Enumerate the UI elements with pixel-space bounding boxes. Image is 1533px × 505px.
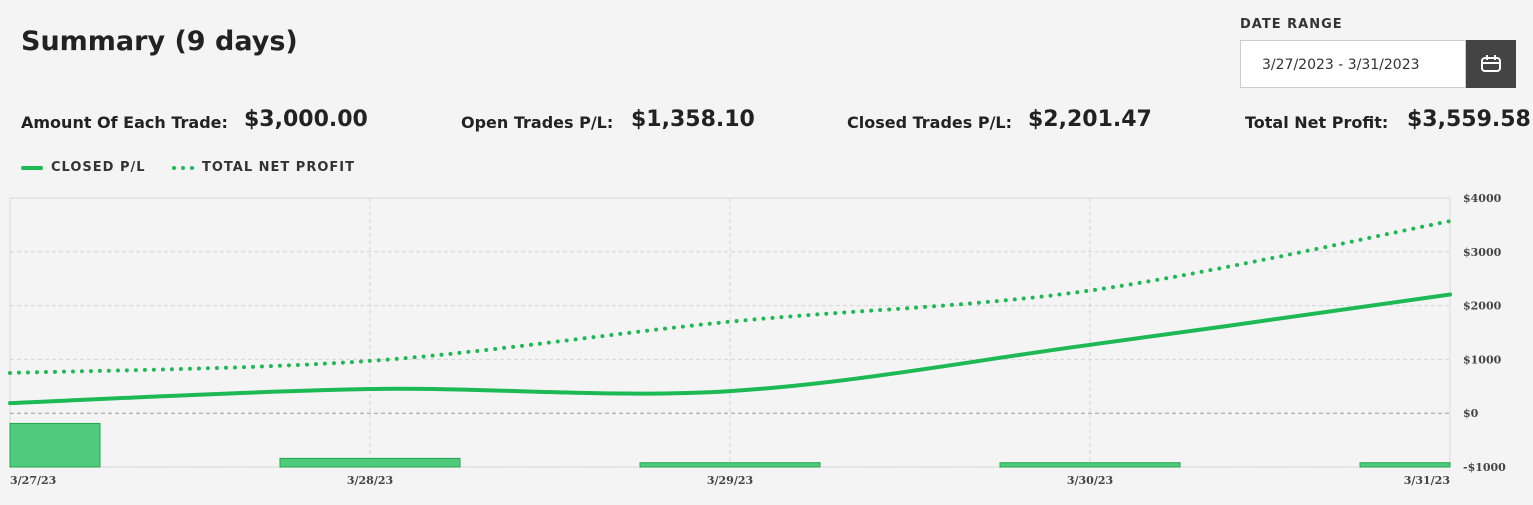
stat-value: $1,358.10 [631,107,755,132]
x-tick-label: 3/28/23 [347,474,393,487]
y-tick-label: $3000 [1463,246,1502,259]
stat-label: Total Net Profit: [1245,113,1389,132]
legend-item: TOTAL NET PROFIT [172,160,355,175]
x-tick-label: 3/31/23 [1404,474,1450,487]
stat-label: Open Trades P/L: [461,113,614,132]
stat-value: $2,201.47 [1028,107,1152,132]
y-tick-label: $4000 [1463,192,1502,205]
y-tick-label: $2000 [1463,300,1502,313]
y-tick-label: $0 [1463,407,1479,420]
stat-value: $3,000.00 [244,107,368,132]
bar [9,422,101,468]
calendar-button[interactable] [1466,40,1516,88]
date-range-value: 3/27/2023 - 3/31/2023 [1262,57,1420,73]
x-tick-label: 3/27/23 [10,474,56,487]
stat-label: Amount Of Each Trade: [21,113,228,132]
line [8,292,1452,406]
y-tick-label: $1000 [1463,353,1502,366]
x-tick-label: 3/29/23 [707,474,753,487]
y-tick-label: -$1000 [1463,461,1506,474]
stat-label: Closed Trades P/L: [847,113,1013,132]
date-range-input[interactable] [1240,40,1466,88]
legend-label: TOTAL NET PROFIT [202,160,355,175]
bar [999,462,1181,468]
line [8,219,1452,375]
calendar-icon [1481,55,1501,72]
bar [639,462,821,468]
legend-item: CLOSED P/L [21,160,146,175]
bar [279,457,461,468]
stat-value: $3,559.58 [1407,107,1531,132]
x-tick-label: 3/30/23 [1067,474,1113,487]
bar [1359,462,1451,468]
legend-label: CLOSED P/L [51,160,146,175]
title: Summary (9 days) [21,26,298,57]
date-range-label: DATE RANGE [1240,17,1343,32]
